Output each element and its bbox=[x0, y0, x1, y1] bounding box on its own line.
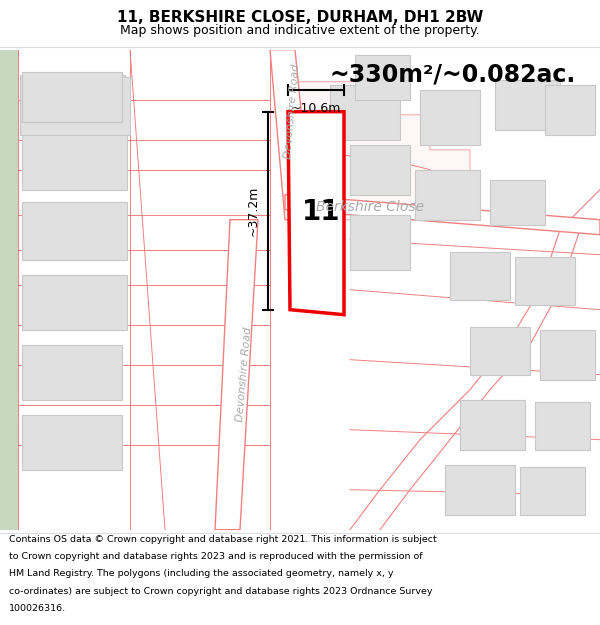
Bar bbox=[350, 214, 410, 269]
Bar bbox=[22, 202, 127, 259]
Bar bbox=[20, 74, 125, 129]
Polygon shape bbox=[215, 219, 258, 530]
Polygon shape bbox=[0, 49, 18, 530]
Bar bbox=[20, 77, 130, 134]
Bar bbox=[22, 415, 122, 470]
Bar bbox=[495, 79, 560, 129]
Bar bbox=[490, 179, 545, 224]
Bar bbox=[545, 84, 595, 134]
Text: Devonshire Road: Devonshire Road bbox=[235, 327, 253, 422]
Polygon shape bbox=[288, 112, 344, 314]
Bar bbox=[330, 84, 400, 139]
Text: Devonshire Road: Devonshire Road bbox=[283, 64, 301, 159]
Text: to Crown copyright and database rights 2023 and is reproduced with the permissio: to Crown copyright and database rights 2… bbox=[9, 552, 422, 561]
Bar bbox=[520, 467, 585, 515]
Text: 11: 11 bbox=[302, 198, 341, 226]
Text: Contains OS data © Crown copyright and database right 2021. This information is : Contains OS data © Crown copyright and d… bbox=[9, 535, 437, 544]
Text: ~10.6m: ~10.6m bbox=[291, 102, 341, 114]
Text: Berkshire Close: Berkshire Close bbox=[316, 199, 424, 214]
Bar bbox=[535, 402, 590, 450]
Bar bbox=[22, 274, 127, 329]
Bar bbox=[515, 257, 575, 304]
Text: co-ordinates) are subject to Crown copyright and database rights 2023 Ordnance S: co-ordinates) are subject to Crown copyr… bbox=[9, 587, 433, 596]
Bar bbox=[355, 54, 410, 99]
Bar bbox=[540, 329, 595, 379]
Bar bbox=[460, 400, 525, 450]
Bar bbox=[415, 169, 480, 219]
Text: ~330m²/~0.082ac.: ~330m²/~0.082ac. bbox=[330, 62, 576, 87]
Bar bbox=[420, 89, 480, 144]
Polygon shape bbox=[285, 82, 470, 219]
Text: ~37.2m: ~37.2m bbox=[247, 186, 260, 236]
Bar bbox=[450, 252, 510, 299]
Bar bbox=[22, 72, 122, 122]
Text: HM Land Registry. The polygons (including the associated geometry, namely x, y: HM Land Registry. The polygons (includin… bbox=[9, 569, 394, 579]
Text: 100026316.: 100026316. bbox=[9, 604, 66, 612]
Bar bbox=[350, 144, 410, 194]
Bar bbox=[470, 327, 530, 374]
Bar bbox=[22, 134, 127, 189]
Polygon shape bbox=[285, 194, 600, 234]
Bar bbox=[22, 72, 122, 122]
Bar bbox=[22, 344, 122, 400]
Bar bbox=[445, 465, 515, 515]
Text: Map shows position and indicative extent of the property.: Map shows position and indicative extent… bbox=[120, 24, 480, 36]
Text: 11, BERKSHIRE CLOSE, DURHAM, DH1 2BW: 11, BERKSHIRE CLOSE, DURHAM, DH1 2BW bbox=[117, 10, 483, 25]
Polygon shape bbox=[270, 49, 312, 219]
